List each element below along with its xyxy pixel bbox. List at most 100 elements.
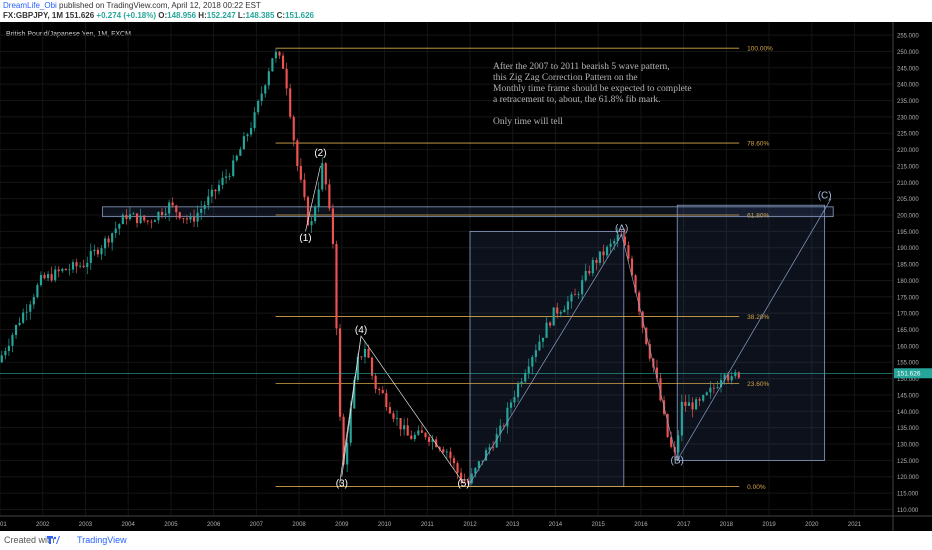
candle-body [22, 312, 25, 323]
candle-body [207, 196, 210, 206]
time-tick-label: 2004 [122, 522, 136, 528]
candle-body [29, 304, 32, 312]
time-tick-label: 2008 [292, 522, 306, 528]
candle-body [228, 175, 231, 177]
time-tick-label: 2007 [250, 522, 264, 528]
candle-body [723, 374, 726, 380]
candle-body [449, 451, 452, 459]
candle-body [246, 134, 249, 137]
candle-body [356, 356, 359, 380]
time-axis[interactable]: 2001 2002 2003 2004 2005 2006 2007 2008 2009 2010… [0, 522, 862, 528]
candle-body [146, 220, 149, 222]
candle-body [481, 460, 484, 462]
candle-body [100, 248, 103, 255]
time-tick-label: 2012 [463, 522, 477, 528]
last-price-tag [894, 368, 932, 379]
candle-body [314, 207, 317, 222]
price-tick-label: 120.000 [897, 475, 919, 481]
candle-body [427, 437, 431, 443]
price-tick-label: 130.000 [897, 443, 919, 449]
candle-body [559, 312, 562, 314]
candle-body [324, 163, 327, 185]
candle-body [321, 163, 324, 190]
candle-body [634, 275, 637, 293]
chart-title: British Pound/Japanese Yen, 1M, FXCM [6, 31, 131, 38]
candle-body [249, 128, 253, 135]
candle-body [399, 418, 402, 430]
candle-body [114, 228, 117, 234]
candle-body [392, 413, 395, 419]
candle-body [136, 213, 139, 224]
low-label: L: [237, 11, 246, 20]
candle-body [648, 344, 651, 359]
candle-body [50, 274, 53, 281]
candle-body [349, 408, 352, 443]
price-chart[interactable]: British Pound/Japanese Yen, 1M, FXCM 100… [0, 22, 932, 531]
candle-body [160, 211, 164, 216]
candle-body [420, 430, 423, 433]
candle-body [89, 251, 92, 263]
candle-body [317, 189, 320, 208]
author-link[interactable]: DreamLife_Obi [3, 1, 57, 10]
wave-lines[interactable] [305, 165, 832, 484]
time-tick-label: 2019 [762, 522, 776, 528]
candle-body [278, 51, 281, 56]
price-tick-label: 205.000 [897, 197, 919, 203]
candle-body [484, 450, 488, 461]
candle-body [588, 271, 591, 274]
candle-body [477, 461, 480, 468]
open-value: 148.956 [167, 11, 197, 20]
candle-body [168, 202, 171, 214]
annotation-text[interactable]: After the 2007 to 2011 bearish 5 wave pa… [493, 61, 692, 127]
candle-body [495, 434, 498, 448]
time-tick-label: 2001 [0, 522, 7, 528]
wave-label: (4) [355, 325, 367, 336]
candle-body [225, 176, 228, 178]
price-tick-label: 110.000 [897, 508, 919, 514]
candle-body [638, 292, 641, 312]
annotation-line: this Zig Zag Correction Pattern on the [493, 73, 638, 83]
close-label: C: [276, 11, 286, 20]
candle-body [203, 205, 206, 209]
candle-body [86, 262, 89, 268]
candle-body [541, 337, 545, 342]
price-tick-label: 230.000 [897, 115, 919, 121]
candle-body [331, 208, 334, 244]
candle-body [367, 348, 370, 358]
candle-body [189, 216, 192, 220]
price-tick-label: 250.000 [897, 50, 919, 56]
wave-label: (1) [299, 233, 311, 244]
fib-level-label: 78.60% [747, 141, 769, 148]
candle-body [531, 356, 534, 367]
candle-body [431, 439, 434, 443]
wave-box-c [676, 204, 826, 461]
candle-body [467, 481, 470, 484]
candle-body [406, 425, 409, 436]
wave-labels: (1) (2) (3) (4) (5) (A) (B) (C) [299, 148, 831, 489]
candle-body [289, 88, 292, 117]
time-tick-label: 2005 [164, 522, 178, 528]
candle-body [709, 387, 712, 393]
candle-body [609, 243, 612, 247]
candle-body [687, 402, 691, 406]
fib-level-label: 100.00% [747, 46, 773, 53]
price-tick-label: 255.000 [897, 34, 919, 40]
candle-body [385, 393, 388, 408]
tradingview-link[interactable]: TradingView [77, 535, 127, 545]
candle-body [75, 262, 78, 267]
price-tick-label: 195.000 [897, 230, 919, 236]
candle-body [520, 381, 523, 385]
annotation-line: Only time will tell [493, 117, 563, 127]
price-tick-label: 170.000 [897, 312, 919, 318]
wave-label: (2) [314, 148, 326, 159]
wave-label: (C) [818, 191, 832, 202]
candle-body [410, 435, 413, 440]
candle-body [549, 322, 552, 326]
price-axis[interactable]: 255.000 250.000 245.000 240.000 235.000 230.0… [897, 34, 919, 514]
candle-body [150, 221, 153, 223]
candle-body [111, 233, 114, 243]
fibonacci-retracement[interactable]: 100.00% 78.60% 61.80% 38.20% 23.60% 0.00% [275, 46, 773, 491]
price-tick-label: 140.000 [897, 410, 919, 416]
annotation-line: Monthly time frame should be expected to… [493, 83, 692, 94]
candle-body [573, 294, 577, 296]
